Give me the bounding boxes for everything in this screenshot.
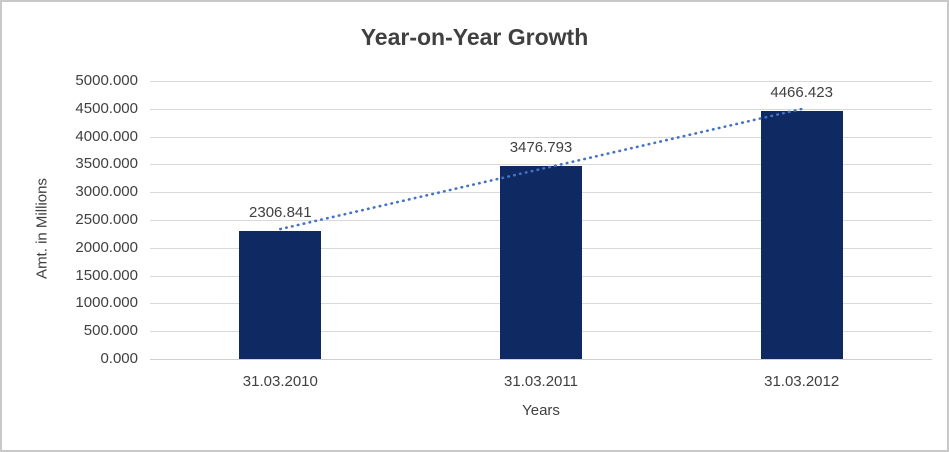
y-tick-label: 2000.000: [75, 238, 138, 256]
x-tick-label: 31.03.2011: [504, 373, 578, 390]
y-tick-label: 500.000: [83, 322, 138, 340]
bar[interactable]: [239, 230, 322, 359]
x-tick-label: 31.03.2010: [242, 373, 318, 390]
bar-value-label: 2306.841: [249, 203, 312, 221]
gridline: [150, 81, 932, 82]
y-tick-label: 4000.000: [75, 127, 138, 145]
y-tick-label: 3500.000: [75, 155, 138, 173]
bar-value-label: 4466.423: [770, 83, 833, 101]
x-axis-title: Years: [522, 402, 560, 419]
y-tick-label: 2500.000: [75, 211, 138, 228]
gridline: [150, 359, 932, 360]
y-tick-label: 1000.000: [75, 294, 138, 312]
y-tick-label: 5000.000: [75, 72, 138, 89]
x-tick-label: 31.03.2012: [764, 373, 840, 390]
bar-value-label: 3476.793: [509, 138, 573, 156]
bar[interactable]: [760, 110, 843, 359]
bar[interactable]: [500, 165, 582, 359]
y-tick-label: 3000.000: [75, 183, 138, 201]
gridline: [150, 108, 932, 110]
y-tick-label: 1500.000: [75, 266, 138, 284]
y-tick-label: 4500.000: [75, 99, 138, 117]
chart-title: Year-on-Year Growth: [360, 24, 589, 50]
y-tick-label: 0.000: [100, 350, 138, 367]
